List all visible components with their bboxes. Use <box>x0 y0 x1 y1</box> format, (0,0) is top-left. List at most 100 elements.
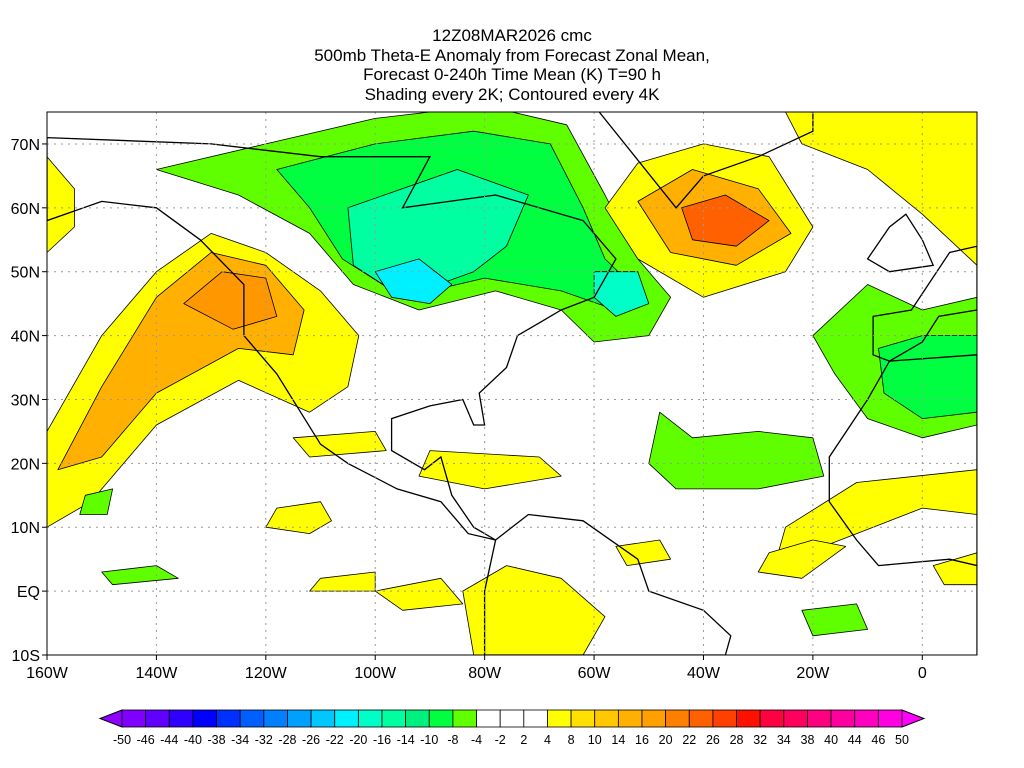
colorbar-box <box>121 709 147 728</box>
colorbar-label: -22 <box>326 733 344 747</box>
colorbar-label: 22 <box>682 733 696 747</box>
colorbar-label: 38 <box>801 733 815 747</box>
colorbar-label: 28 <box>730 733 744 747</box>
shaded-region-canada-cool <box>374 258 453 305</box>
shaded-region-pacific-cool <box>101 565 179 586</box>
colorbar-box <box>617 709 643 728</box>
x-tick-label: 120W <box>245 665 288 682</box>
y-tick-label: EQ <box>17 584 40 601</box>
shaded-region-pacific-cool <box>79 488 113 515</box>
x-tick-label: 0 <box>918 665 927 682</box>
colorbar-label: 16 <box>635 733 649 747</box>
x-tick-label: 80W <box>468 665 502 682</box>
plot-frame <box>46 111 978 656</box>
x-tick-label: 160W <box>26 665 69 682</box>
colorbar-box <box>239 709 265 728</box>
coastline-british-isles <box>866 213 935 273</box>
x-tick-label: 100W <box>354 665 397 682</box>
colorbar-box <box>499 709 525 728</box>
colorbar-box <box>381 709 407 728</box>
colorbar-box <box>759 709 785 728</box>
colorbar-label: 50 <box>895 733 909 747</box>
colorbar-box <box>168 709 194 728</box>
colorbar-label: -20 <box>349 733 367 747</box>
colorbar-label: -4 <box>471 733 482 747</box>
y-tick-label: 10S <box>12 648 40 665</box>
title-line-field: 500mb Theta-E Anomaly from Forecast Zona… <box>314 45 710 65</box>
y-tick-label: 70N <box>11 137 40 154</box>
x-tick-label: 20W <box>796 665 830 682</box>
coastline-europe <box>872 245 977 362</box>
colorbar-label: 44 <box>848 733 862 747</box>
colorbar-label: 26 <box>706 733 720 747</box>
colorbar-label: -2 <box>495 733 506 747</box>
shaded-region-canada-cool <box>347 169 529 298</box>
colorbar-label: -32 <box>255 733 273 747</box>
colorbar-box <box>665 709 690 728</box>
shaded-region-labrador-cool <box>593 271 650 317</box>
colorbar-label: 4 <box>544 733 551 747</box>
y-tick-label: 30N <box>11 392 40 409</box>
colorbar-label: -44 <box>160 733 178 747</box>
shaded-region-caribbean-warm <box>418 450 562 490</box>
colorbar-box <box>263 709 288 728</box>
y-tick-label: 50N <box>11 265 40 282</box>
y-tick-label: 10N <box>11 520 40 537</box>
colorbar-high-arrow <box>901 709 926 728</box>
colorbar-box <box>428 709 454 728</box>
colorbar-label: 14 <box>611 733 625 747</box>
colorbar-box <box>357 709 383 728</box>
colorbar-box <box>310 709 336 728</box>
plot-area <box>47 112 977 655</box>
shaded-region-atlantic-warm-small <box>615 539 671 566</box>
coastline-north-america <box>47 136 617 541</box>
colorbar-box <box>830 709 856 728</box>
colorbar-label: 8 <box>568 733 575 747</box>
colorbar-box <box>877 709 903 728</box>
coastline-greenland <box>598 112 814 209</box>
shaded-region-samerica-warm <box>462 565 606 655</box>
colorbar-low-arrow <box>98 709 123 728</box>
colorbar-label: -8 <box>447 733 458 747</box>
colorbar-label: -16 <box>373 733 391 747</box>
colorbar-label: 40 <box>824 733 838 747</box>
colorbar-box <box>523 709 548 728</box>
shaded-region-atlantic-cool <box>648 411 825 490</box>
x-tick-label: 140W <box>136 665 179 682</box>
colorbar-label: -26 <box>302 733 320 747</box>
colorbar-box <box>287 709 312 728</box>
shaded-region-gulf-guinea-warm <box>932 552 977 586</box>
colorbar-box <box>594 709 619 728</box>
shaded-region-south-atlantic-cool <box>801 603 868 637</box>
colorbar-label: 32 <box>753 733 767 747</box>
colorbar-label: 2 <box>520 733 527 747</box>
colorbar-box <box>334 709 359 728</box>
colorbar-box <box>476 709 501 728</box>
shaded-region-alaska-warm <box>47 156 75 253</box>
colorbar-label: -38 <box>208 733 226 747</box>
colorbar-box <box>783 709 808 728</box>
y-tick-label: 20N <box>11 456 40 473</box>
colorbar-box <box>807 709 832 728</box>
colorbar-box <box>216 709 241 728</box>
colorbar-label: -50 <box>113 733 131 747</box>
shaded-region-africa-coast-warm <box>757 539 847 579</box>
colorbar-box <box>854 709 879 728</box>
colorbar-box <box>688 709 714 728</box>
colorbar-label: -34 <box>231 733 249 747</box>
coastline-africa <box>828 354 977 655</box>
colorbar-box <box>547 709 572 728</box>
colorbar-box <box>405 709 430 728</box>
x-tick-label: 40W <box>687 665 721 682</box>
colorbar-box <box>712 709 737 728</box>
colorbar-box <box>145 709 170 728</box>
colorbar-label: 34 <box>777 733 791 747</box>
colorbar-box <box>452 709 477 728</box>
shaded-region-samerica-warm <box>374 577 464 611</box>
title-line-shading: Shading every 2K; Contoured every 4K <box>364 84 660 104</box>
x-tick-label: 60W <box>578 665 612 682</box>
title-line-forecast: Forecast 0-240h Time Mean (K) T=90 h <box>363 65 661 84</box>
y-tick-label: 60N <box>11 201 40 218</box>
coastline-south-america <box>483 513 732 655</box>
